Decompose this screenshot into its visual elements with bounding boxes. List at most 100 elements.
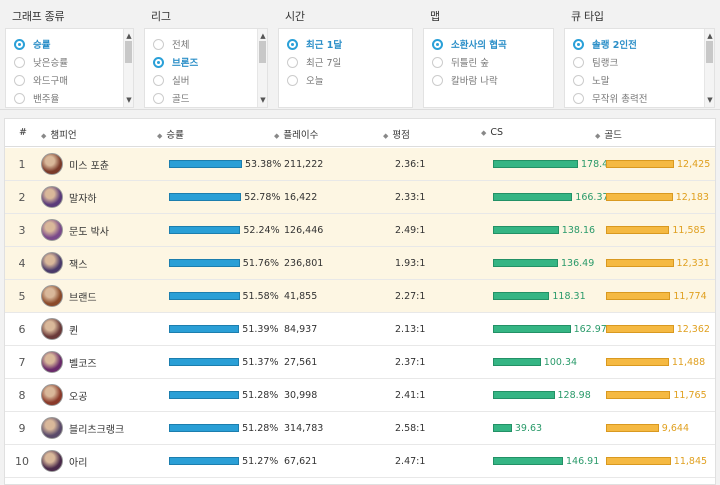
champion-avatar[interactable] [41,351,63,373]
radio-icon[interactable] [573,74,584,86]
table-row[interactable]: 9 블리츠크랭크 51.28% 314,783 2.58:1 39.63 9,644 [5,412,715,445]
champion-avatar[interactable] [41,153,63,175]
champion-avatar[interactable] [41,186,63,208]
champion-name[interactable]: 벨코즈 [69,358,97,370]
filter-group-3: 맵 소환사의 협곡 뒤틀린 숲 칼바람 나락 [418,0,559,110]
radio-selected-icon[interactable] [432,38,443,50]
filter-option[interactable]: 최근 7일 [287,55,341,69]
filter-option[interactable]: 최근 1달 [287,37,342,51]
scroll-up-icon[interactable]: ▲ [126,32,132,40]
radio-icon[interactable] [287,56,298,68]
filter-option[interactable]: 노말 [573,73,609,87]
table-row[interactable]: 3 문도 박사 52.24% 126,446 2.49:1 138.16 11,585 [5,214,715,247]
filter-option[interactable]: 밴주율 [14,91,59,105]
radio-icon[interactable] [573,92,584,104]
champion-name[interactable]: 문도 박사 [69,226,109,238]
champion-avatar[interactable] [41,252,63,274]
cs-value: 39.63 [514,422,543,434]
winrate-cell: 52.78% [169,181,280,213]
scroll-down-icon[interactable]: ▼ [126,96,132,104]
cs-value: 178.40 [581,158,615,170]
scrollbar-thumb[interactable] [259,41,266,63]
table-row[interactable]: 7 벨코즈 51.37% 27,561 2.37:1 100.34 11,488 [5,346,715,379]
champion-name[interactable]: 브랜드 [69,292,97,304]
radio-icon[interactable] [14,92,25,104]
scroll-up-icon[interactable]: ▲ [260,32,266,40]
filter-option[interactable]: 팀랭크 [573,55,618,69]
scrollbar[interactable]: ▲ ▼ [704,29,714,107]
scroll-down-icon[interactable]: ▼ [707,96,713,104]
filter-option[interactable]: 솔랭 2인전 [573,37,637,51]
column-header-kda-label: 평점 [392,130,410,141]
gold-cell: 11,488 [606,346,705,378]
filter-option-label: 칼바람 나락 [451,76,498,87]
filter-option[interactable]: 전체 [153,37,189,51]
filter-option[interactable]: 브론즈 [153,55,198,69]
radio-icon[interactable] [432,56,443,68]
radio-selected-icon[interactable] [287,38,298,50]
radio-icon[interactable] [573,56,584,68]
kda-cell: 2.27:1 [395,290,426,302]
champion-avatar[interactable] [41,318,63,340]
champion-name[interactable]: 아리 [69,457,88,469]
champion-avatar[interactable] [41,219,63,241]
radio-icon[interactable] [432,74,443,86]
filter-option[interactable]: 낮은승률 [14,55,68,69]
champion-name[interactable]: 잭스 [69,259,88,271]
scrollbar[interactable]: ▲ ▼ [123,29,133,107]
column-header-plays-label: 플레이수 [283,130,319,141]
radio-icon[interactable] [153,74,164,86]
champion-name[interactable]: 블리츠크랭크 [69,424,125,436]
scrollbar[interactable]: ▲ ▼ [257,29,267,107]
gold-bar [606,391,671,399]
filter-option[interactable]: 와드구매 [14,73,68,87]
table-row[interactable]: 5 브랜드 51.58% 41,855 2.27:1 118.31 11,774 [5,280,715,313]
scrollbar-thumb[interactable] [125,41,132,63]
column-header-rank[interactable]: # [19,127,27,138]
radio-icon[interactable] [287,74,298,86]
filter-option[interactable]: 칼바람 나락 [432,73,498,87]
champion-avatar[interactable] [41,384,63,406]
column-header-champion[interactable]: ◆ 챔피언 [41,127,77,141]
winrate-value: 51.28% [242,422,279,434]
radio-icon[interactable] [153,92,164,104]
champion-avatar[interactable] [41,450,63,472]
radio-selected-icon[interactable] [153,56,164,68]
champion-name[interactable]: 오공 [69,391,88,403]
filter-option[interactable]: 무작위 총력전 [573,91,647,105]
radio-selected-icon[interactable] [573,38,584,50]
column-header-gold[interactable]: ◆ 골드 [595,127,622,141]
filter-option[interactable]: 소환사의 협곡 [432,37,507,51]
table-row[interactable]: 1 미스 포츈 53.38% 211,222 2.36:1 178.40 12,425 [5,148,715,181]
filter-option[interactable]: 골드 [153,91,189,105]
scrollbar-thumb[interactable] [706,41,713,63]
filter-option[interactable]: 승률 [14,37,50,51]
table-row[interactable]: 10 아리 51.27% 67,621 2.47:1 146.91 11,845 [5,445,715,478]
filter-option[interactable]: 뒤틀린 숲 [432,55,489,69]
column-header-plays[interactable]: ◆ 플레이수 [274,127,318,141]
filter-option[interactable]: 실버 [153,73,189,87]
column-header-cs[interactable]: ◆ CS [481,127,503,138]
radio-icon[interactable] [14,74,25,86]
table-row[interactable]: 6 퀸 51.39% 84,937 2.13:1 162.97 12,362 [5,313,715,346]
champion-avatar[interactable] [41,417,63,439]
table-row[interactable]: 4 잭스 51.76% 236,801 1.93:1 136.49 12,331 [5,247,715,280]
champion-name[interactable]: 말자하 [69,193,97,205]
champion-name[interactable]: 퀸 [69,325,79,337]
column-header-kda[interactable]: ◆ 평점 [383,127,410,141]
radio-icon[interactable] [153,38,164,50]
cs-cell: 178.40 [493,148,614,180]
column-header-winrate[interactable]: ◆ 승률 [157,127,184,141]
champion-name[interactable]: 미스 포츈 [69,160,109,172]
radio-icon[interactable] [14,56,25,68]
table-row[interactable]: 8 오공 51.28% 30,998 2.41:1 128.98 11,765 [5,379,715,412]
scroll-down-icon[interactable]: ▼ [260,96,266,104]
scroll-up-icon[interactable]: ▲ [707,32,713,40]
radio-selected-icon[interactable] [14,38,25,50]
table-row[interactable]: 2 말자하 52.78% 16,422 2.33:1 166.37 12,183 [5,181,715,214]
cs-cell: 39.63 [493,412,542,444]
filter-option[interactable]: 오늘 [287,73,323,87]
champion-avatar[interactable] [41,285,63,307]
kda-cell: 2.37:1 [395,356,426,368]
